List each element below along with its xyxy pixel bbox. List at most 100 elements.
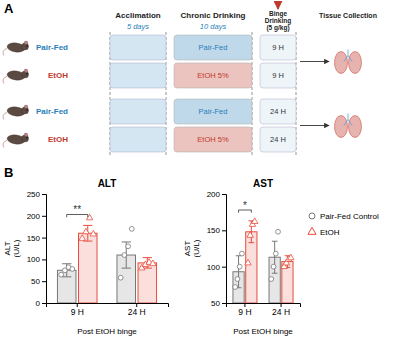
column-header: Chronic Drinking [181,11,246,20]
plot-area [233,218,294,303]
data-point [83,228,89,234]
panel-label: A [4,1,14,16]
y-tick-mark [222,230,226,231]
chronic-label: EtOH 5% [197,71,229,80]
x-tick: 24 H [272,303,290,317]
column-header: BingeDrinking(5 g/kg) [265,10,291,32]
bar-chart: 501001502009 H24 HASTPost EtOH bingeAST(… [183,178,379,336]
y-tick-mark [42,216,46,217]
data-point [237,264,242,269]
data-point [150,260,156,266]
data-point [273,251,278,256]
legend-label: EtOH [320,228,340,237]
chronic-box [174,35,252,60]
data-point [86,214,92,220]
y-axis-title-group: AST(U/L) [183,239,201,257]
chart-title: ALT [98,178,117,189]
column-subheader: 5 days [127,22,149,31]
bar [79,233,98,303]
chronic-label: EtOH 5% [197,135,229,144]
mouse-icon [3,105,29,119]
chronic-box [174,99,252,124]
y-tick-label: 100 [27,255,41,264]
bar [138,263,157,303]
binge-label: 9 H [272,43,284,52]
y-tick: 50 [31,277,46,286]
acclimation-box [110,99,166,124]
data-point [245,259,251,265]
error-bar [272,241,278,273]
data-point [269,277,274,282]
y-tick: 150 [27,234,46,243]
binge-box [260,99,296,124]
legend: Pair-Fed Control EtOH [308,212,379,237]
y-tick-mark [42,238,46,239]
binge-label: 9 H [272,71,284,80]
mouse-tail [3,141,7,148]
y-tick: 100 [207,263,226,272]
chronic-box [174,127,252,152]
y-tick-mark [222,194,226,195]
x-axis: 9 H 24 H [227,303,301,317]
x-axis-line [47,304,169,308]
y-axis-title-group: ALT(U/L) [3,239,21,257]
x-tick: 24 H [128,303,146,317]
legend-label: Pair-Fed Control [320,212,379,221]
plot-area [57,214,156,303]
row-label: EtOH [48,71,68,80]
data-point [240,251,245,256]
x-tick: 9 H [238,303,251,317]
chart-title: AST [253,178,273,189]
mouse-ear [24,69,28,73]
error-bar [122,242,131,268]
x-axis: 9 H24 H [47,303,169,317]
data-point [90,230,96,236]
y-tick-mark [42,281,46,282]
data-point [276,229,281,234]
significance-label: ** [73,204,81,215]
data-point [247,232,253,238]
tissue-arrow [300,61,329,62]
data-point [70,267,75,272]
binge-box [260,63,296,88]
data-point [288,254,294,260]
column-subheader: 10 days [200,22,227,31]
y-tick-label: 200 [27,212,41,221]
y-tick-mark [42,194,46,195]
acclimation-box [110,127,166,152]
column-header: Tissue Collection [319,12,377,19]
y-axis-line [42,195,47,304]
y-tick: 50 [211,299,226,308]
error-bar [236,256,242,288]
y-tick-label: 50 [211,299,220,308]
y-tick: 0 [36,299,46,308]
tissue-arrow [300,125,329,126]
mouse-ear [24,133,28,137]
y-tick: 100 [27,255,46,264]
binge-label: 24 H [270,107,286,116]
mouse-eye [26,73,27,74]
significance-label: * [243,200,247,211]
mouse-tail [3,77,7,84]
y-tick-label: 0 [36,299,41,308]
x-axis-title: Post EtOH binge [77,327,137,336]
data-point [122,253,127,258]
mouse-icon [3,41,29,55]
mouse-eye [26,109,27,110]
row-label: Pair-Fed [36,43,68,52]
y-axis-line [222,195,227,304]
binge-arrow [277,1,279,9]
y-tick-label: 200 [207,190,221,199]
row-label: Pair-Fed [36,107,68,116]
mouse-eye [26,137,27,138]
y-tick-label: 250 [27,190,41,199]
data-point [233,285,238,290]
binge-box [260,35,296,60]
y-tick: 150 [207,226,226,235]
y-axis: 0 50 100 150 200 250 [27,190,47,308]
lung-lobe [335,52,348,74]
chronic-label: Pair-Fed [199,43,228,52]
panel-label: B [4,165,13,180]
x-tick-label: 24 H [272,307,290,317]
y-tick: 200 [207,190,226,199]
